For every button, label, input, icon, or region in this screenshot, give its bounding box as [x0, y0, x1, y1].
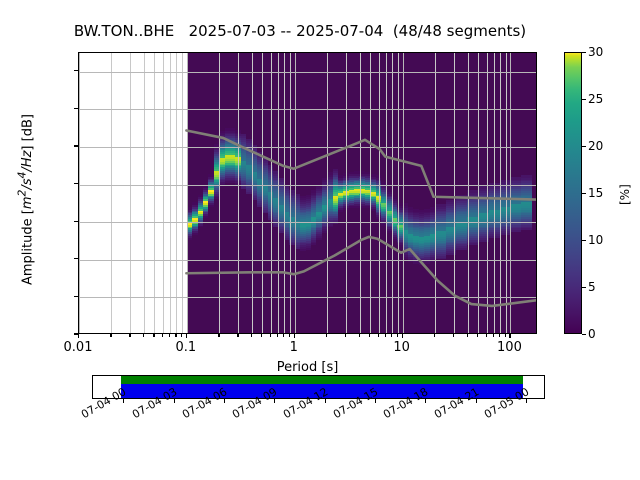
x-tick-mark [485, 334, 487, 337]
timeline-span-psd-segments[interactable] [121, 383, 524, 398]
noise-model-nlnm [185, 235, 536, 308]
timeline-tick-mark [324, 399, 326, 403]
colorbar-tick-mark [582, 51, 586, 53]
x-tick-mark [250, 334, 252, 337]
x-tick-mark [434, 334, 436, 337]
timeline-coverage-bar[interactable] [92, 375, 545, 399]
x-tick-mark [466, 334, 468, 337]
x-tick-mark [283, 334, 285, 337]
x-tick-mark [237, 334, 239, 337]
y-tick-mark [74, 70, 78, 72]
timeline-tick-mark [274, 399, 276, 403]
colorbar-label: [%] [618, 184, 632, 205]
y-tick-mark [74, 333, 78, 335]
x-tick-mark [509, 334, 511, 338]
y-tick-mark [74, 295, 78, 297]
x-tick-mark [453, 334, 455, 337]
noise-model-curves [185, 129, 536, 308]
x-tick-label: 0.1 [175, 340, 197, 355]
x-tick-mark [369, 334, 371, 337]
x-tick-mark [492, 334, 494, 337]
x-tick-label: 10 [393, 340, 410, 355]
colorbar-tick-mark [582, 192, 586, 194]
colorbar-tick-mark [582, 98, 586, 100]
x-tick-mark [277, 334, 279, 337]
x-tick-mark [326, 334, 328, 337]
timeline-tick-mark [374, 399, 376, 403]
colorbar-tick-mark [582, 286, 586, 288]
x-tick-mark [175, 334, 177, 337]
timeline-tick-mark [525, 399, 527, 403]
colorbar-tick-label: 15 [588, 186, 604, 200]
y-tick-mark [74, 145, 78, 147]
x-tick-mark [476, 334, 479, 337]
x-tick-mark [288, 334, 290, 337]
x-tick-label: 100 [497, 340, 522, 355]
colorbar-tick-label: 20 [588, 139, 604, 153]
x-tick-mark [377, 334, 379, 337]
x-tick-mark [169, 334, 171, 337]
colorbar-tick-mark [582, 239, 586, 241]
x-tick-mark [218, 334, 220, 337]
timeline-tick-mark [475, 399, 477, 403]
x-tick-mark [401, 334, 403, 338]
x-tick-mark [499, 334, 501, 337]
x-tick-mark [78, 334, 80, 338]
y-tick-mark [74, 220, 78, 222]
ppsd-plot-area[interactable] [78, 52, 537, 334]
x-tick-mark [345, 334, 347, 337]
x-tick-label: 1 [289, 340, 298, 355]
timeline-tick-mark [123, 399, 125, 403]
page-title: BW.TON..BHE 2025-07-03 -- 2025-07-04 (48… [73, 22, 527, 40]
x-tick-mark [161, 334, 164, 337]
y-tick-mark [74, 183, 78, 185]
colorbar-tick-mark [582, 145, 586, 147]
colorbar-tick-label: 25 [588, 92, 604, 106]
noise-model-nhnm [185, 129, 536, 201]
colorbar-tick-label: 5 [588, 280, 596, 294]
y-tick-mark [74, 107, 78, 109]
timeline-span-data[interactable] [121, 376, 524, 384]
timeline-tick-mark [173, 399, 175, 403]
timeline-tick-mark [425, 399, 427, 403]
x-axis-label: Period [s] [276, 360, 339, 375]
x-tick-mark [185, 334, 188, 338]
x-tick-label: 0.01 [63, 340, 93, 355]
x-tick-mark [180, 334, 183, 337]
colorbar [564, 52, 582, 334]
x-tick-mark [129, 334, 131, 337]
x-tick-mark [153, 334, 155, 337]
timeline-tick-mark [223, 399, 225, 403]
x-tick-mark [358, 334, 360, 337]
y-axis-label: Amplitude [m2/s4/Hz] [dB] [16, 114, 36, 285]
x-tick-mark [142, 334, 145, 337]
colorbar-tick-label: 10 [588, 233, 604, 247]
y-tick-mark [74, 258, 78, 260]
x-tick-mark [391, 334, 393, 337]
x-tick-mark [261, 334, 263, 337]
x-tick-mark [396, 334, 398, 337]
colorbar-tick-label: 0 [588, 327, 596, 341]
x-tick-mark [269, 334, 271, 337]
x-tick-mark [384, 334, 387, 337]
x-tick-mark [110, 334, 112, 337]
colorbar-tick-mark [582, 333, 586, 335]
colorbar-tick-label: 30 [588, 45, 604, 59]
x-tick-mark [293, 334, 295, 338]
x-tick-mark [504, 334, 506, 337]
